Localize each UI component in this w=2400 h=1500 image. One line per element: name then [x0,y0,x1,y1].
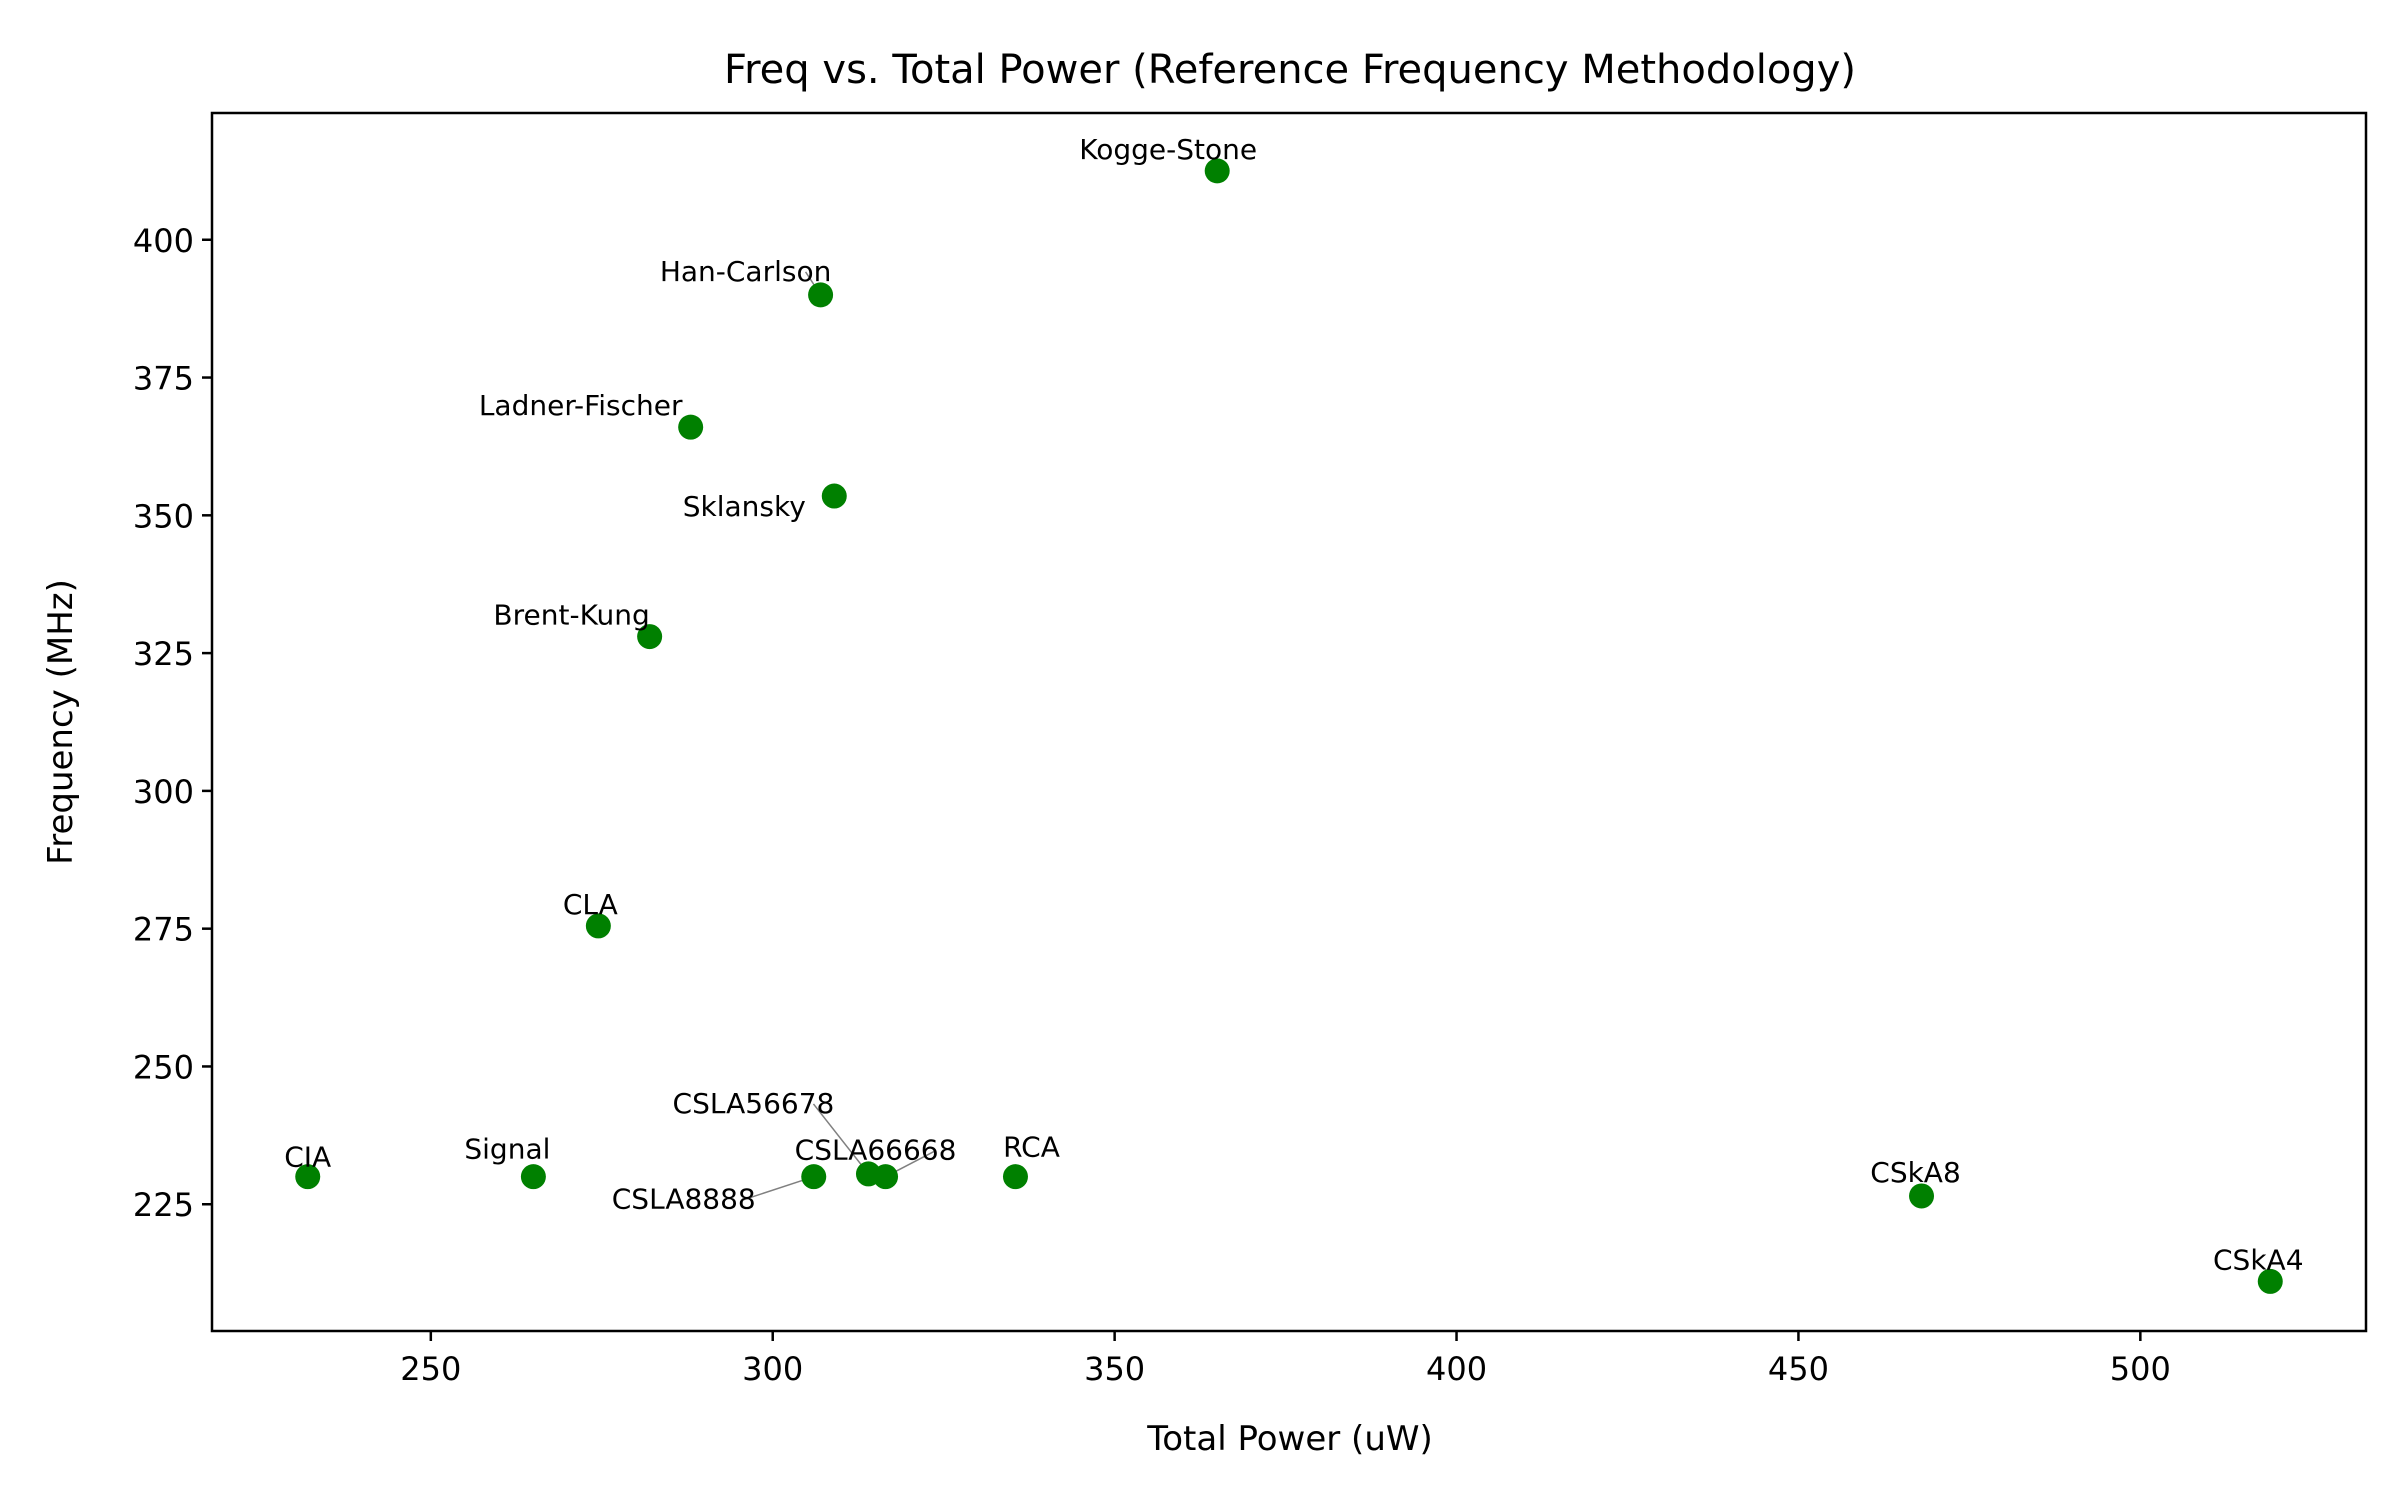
point-label: CIA [284,1141,331,1174]
leader-line [812,1103,870,1175]
data-points [295,158,2283,1294]
point-label: CSkA8 [1870,1156,1961,1189]
y-tick-label: 300 [133,773,194,811]
point-label: Signal [464,1133,550,1166]
chart-title: Freq vs. Total Power (Reference Frequenc… [724,47,1856,93]
x-axis-ticks: 250 300 350 400 450 500 [400,1331,2171,1388]
point-label: CSLA66668 [795,1134,957,1167]
data-point [1002,1164,1028,1190]
data-point [873,1164,899,1190]
y-tick-label: 350 [133,497,194,535]
y-tick-label: 225 [133,1186,194,1224]
data-point [295,1164,321,1190]
data-point [637,624,663,650]
data-point [2257,1268,2283,1294]
point-label: CSLA8888 [612,1183,756,1216]
data-point [808,282,834,308]
point-label: Kogge-Stone [1079,133,1257,166]
y-tick-label: 375 [133,360,194,398]
x-axis-label: Total Power (uW) [1146,1419,1433,1459]
data-point [1909,1183,1935,1209]
x-tick-label: 300 [742,1350,803,1388]
data-point [520,1164,546,1190]
x-tick-label: 400 [1426,1350,1487,1388]
data-point [821,483,847,509]
x-tick-label: 500 [2110,1350,2171,1388]
y-tick-label: 325 [133,635,194,673]
y-tick-label: 275 [133,911,194,949]
y-tick-label: 400 [133,222,194,260]
point-label: Han-Carlson [660,255,832,288]
plot-area [210,111,2368,1333]
x-tick-label: 450 [1768,1350,1829,1388]
point-label: RCA [1003,1131,1060,1164]
point-label: Brent-Kung [493,599,649,632]
point-label: CSLA56678 [673,1087,835,1120]
y-axis-label: Frequency (MHz) [41,579,81,865]
point-label: CSkA4 [2213,1243,2304,1276]
point-label: Ladner-Fischer [479,389,683,422]
x-tick-label: 350 [1084,1350,1145,1388]
data-point [585,913,611,939]
x-tick-label: 250 [400,1350,461,1388]
point-label: CLA [563,888,618,921]
point-labels: CIA Signal CLA Brent-Kung Ladner-Fischer CSLA… [284,133,2303,1277]
data-point [1204,158,1230,184]
point-label: Sklansky [683,490,806,523]
data-point [801,1164,827,1190]
data-point [678,414,704,440]
y-tick-label: 250 [133,1048,194,1086]
y-axis-ticks: 225 250 275 300 325 350 375 400 [133,222,212,1224]
